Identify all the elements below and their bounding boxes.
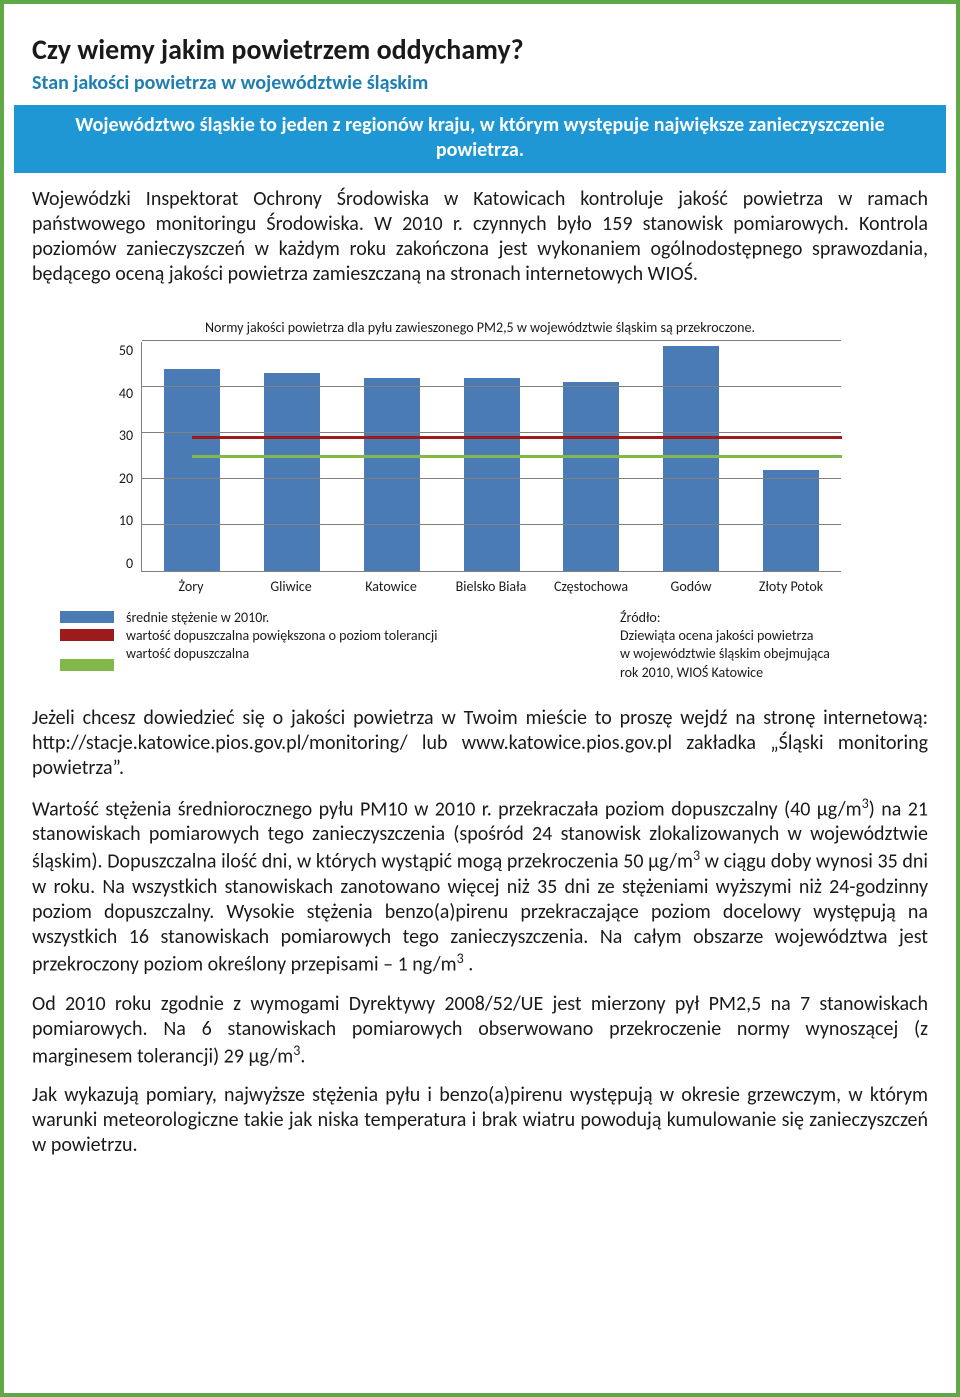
- reference-line: [192, 455, 842, 458]
- y-tick-label: 30: [119, 427, 133, 444]
- page-title: Czy wiemy jakim powietrzem oddychamy?: [32, 32, 928, 67]
- document-page: Czy wiemy jakim powietrzem oddychamy? St…: [0, 0, 960, 1397]
- y-tick-label: 10: [119, 512, 133, 529]
- chart-title: Normy jakości powietrza dla pyłu zawiesz…: [205, 319, 755, 336]
- x-tick-label: Bielsko Biała: [441, 578, 541, 595]
- source-line: w województwie śląskim obejmująca: [620, 645, 900, 663]
- x-tick-label: Godów: [641, 578, 741, 595]
- paragraph-pm10: Wartość stężenia średniorocznego pyłu PM…: [32, 795, 928, 978]
- source-label: Źródło:: [620, 609, 900, 627]
- paragraph-intro: Wojewódzki Inspektorat Ochrony Środowisk…: [32, 187, 928, 287]
- chart-x-axis: ŻoryGliwiceKatowiceBielsko BiałaCzęstoch…: [141, 578, 841, 595]
- gridline: [142, 524, 841, 525]
- y-tick-label: 0: [126, 555, 133, 572]
- chart-block: Normy jakości powietrza dla pyłu zawiesz…: [32, 301, 928, 692]
- x-tick-label: Złoty Potok: [741, 578, 841, 595]
- chart-bar: [264, 373, 320, 571]
- reference-line: [192, 436, 842, 439]
- y-tick-label: 50: [119, 342, 133, 359]
- chart-bar: [164, 369, 220, 571]
- legend-swatch: [60, 611, 114, 623]
- chart-y-axis: 50 40 30 20 10 0: [119, 342, 141, 572]
- paragraph-pm25: Od 2010 roku zgodnie z wymogami Dyrektyw…: [32, 992, 928, 1070]
- x-tick-label: Gliwice: [241, 578, 341, 595]
- chart-bar: [663, 346, 719, 571]
- chart-bar: [563, 382, 619, 571]
- legend-label: średnie stężenie w 2010r.: [126, 609, 437, 627]
- gridline: [142, 432, 841, 433]
- source-line: Dziewiąta ocena jakości powietrza: [620, 627, 900, 645]
- source-line: rok 2010, WIOŚ Katowice: [620, 664, 900, 682]
- gridline: [142, 478, 841, 479]
- legend-label: wartość dopuszczalna: [126, 645, 437, 663]
- legend-swatch: [60, 659, 114, 671]
- chart-legend: średnie stężenie w 2010r.wartość dopuszc…: [60, 609, 900, 682]
- chart-bar: [464, 378, 520, 571]
- legend-swatches: [60, 609, 114, 682]
- x-tick-label: Katowice: [341, 578, 441, 595]
- legend-label: wartość dopuszczalna powiększona o pozio…: [126, 627, 437, 645]
- highlight-banner: Województwo śląskie to jeden z regionów …: [14, 105, 946, 173]
- gridline: [142, 340, 841, 341]
- chart-bar: [763, 470, 819, 571]
- chart-plot-area: [141, 342, 841, 572]
- chart-bar: [364, 378, 420, 571]
- paragraph-season: Jak wykazują pomiary, najwyższe stężenia…: [32, 1083, 928, 1158]
- gridline: [142, 386, 841, 387]
- banner-container: Województwo śląskie to jeden z regionów …: [4, 105, 956, 173]
- page-subtitle: Stan jakości powietrza w województwie śl…: [32, 71, 928, 95]
- x-tick-label: Częstochowa: [541, 578, 641, 595]
- y-tick-label: 40: [119, 385, 133, 402]
- chart-source: Źródło: Dziewiąta ocena jakości powietrz…: [620, 609, 900, 682]
- legend-swatch: [60, 629, 114, 641]
- paragraph-links: Jeżeli chcesz dowiedzieć się o jakości p…: [32, 706, 928, 781]
- legend-labels: średnie stężenie w 2010r.wartość dopuszc…: [126, 609, 437, 682]
- y-tick-label: 20: [119, 470, 133, 487]
- x-tick-label: Żory: [141, 578, 241, 595]
